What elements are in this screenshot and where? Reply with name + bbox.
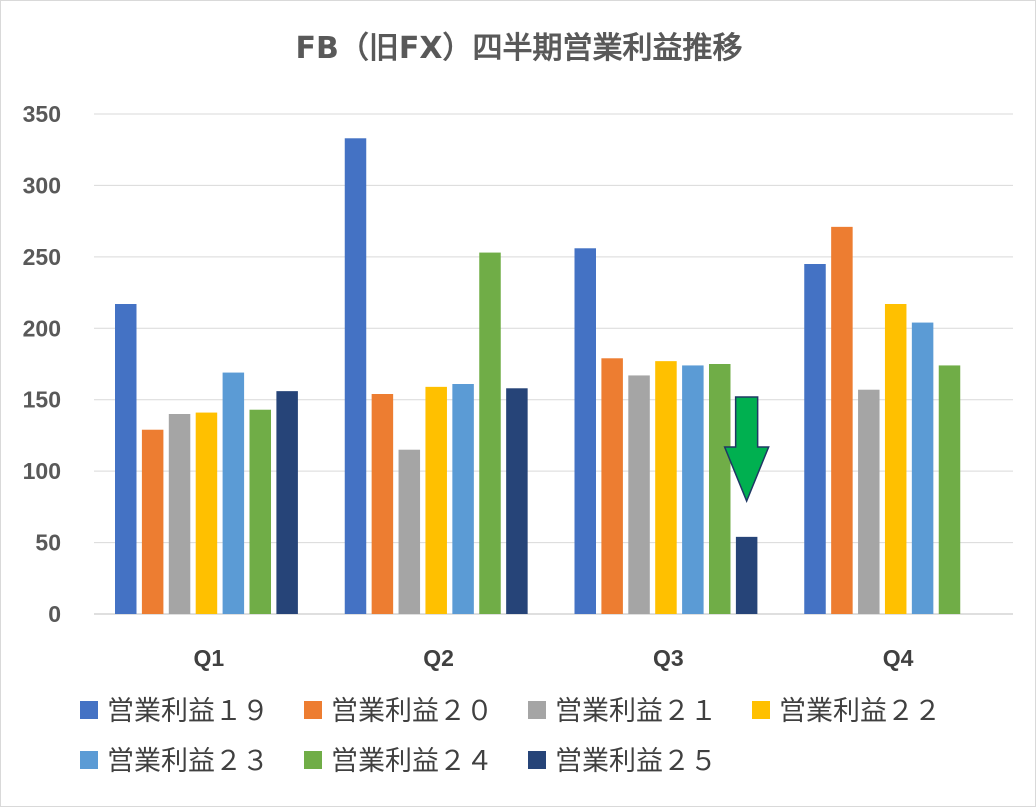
legend: 営業利益１９ 営業利益２０ 営業利益２１ 営業利益２２ 営業利益２３ 営業利益２４ 営業利益…	[80, 696, 941, 777]
legend-label: 営業利益１９	[107, 696, 269, 727]
legend-swatch	[304, 751, 322, 769]
bar	[655, 361, 677, 614]
y-tick-label: 250	[23, 244, 61, 270]
bar	[735, 536, 758, 614]
legend-label: 営業利益２４	[331, 746, 493, 777]
bar	[195, 412, 218, 614]
down-arrow-icon	[723, 396, 770, 503]
gridlines	[94, 113, 1013, 615]
bar	[479, 252, 501, 615]
bar	[249, 409, 271, 614]
bar	[398, 449, 421, 614]
bar	[371, 394, 394, 614]
x-tick-label: Q3	[653, 645, 684, 671]
legend-swatch	[528, 751, 546, 769]
x-tick-label: Q4	[883, 645, 914, 671]
y-tick-label: 200	[23, 315, 61, 341]
annotations	[723, 396, 770, 503]
y-tick-label: 0	[48, 601, 61, 627]
y-tick-label: 100	[23, 458, 61, 484]
bar	[574, 248, 596, 615]
bar	[425, 386, 447, 614]
bar	[506, 388, 528, 614]
legend-label: 営業利益２３	[107, 746, 269, 777]
x-tick-label: Q2	[423, 645, 454, 671]
bar	[601, 358, 623, 614]
bar	[222, 372, 245, 614]
y-tick-label: 300	[23, 172, 61, 198]
bar	[344, 138, 367, 615]
bar	[884, 304, 907, 614]
legend-label: 営業利益２０	[331, 696, 493, 727]
chart-title: FB（旧FX）四半期営業利益推移	[296, 31, 743, 66]
legend-swatch	[752, 701, 770, 719]
bars	[115, 138, 961, 615]
y-tick-label: 50	[35, 530, 61, 556]
y-axis: 0 50 100 150 200 250 300 350	[23, 101, 61, 627]
legend-swatch	[80, 701, 98, 719]
bar	[709, 364, 731, 614]
bar	[115, 304, 137, 614]
legend-swatch	[80, 751, 98, 769]
y-tick-label: 150	[23, 387, 61, 413]
x-axis: Q1 Q2 Q3 Q4	[194, 645, 914, 671]
bar	[276, 391, 298, 614]
bar	[168, 414, 191, 614]
bar	[911, 322, 934, 614]
bar	[628, 375, 650, 614]
legend-swatch	[304, 701, 322, 719]
bar	[141, 429, 164, 614]
legend-label: 営業利益２５	[555, 746, 717, 777]
legend-swatch	[528, 701, 546, 719]
legend-label: 営業利益２２	[779, 696, 941, 727]
bar	[831, 226, 853, 614]
y-tick-label: 350	[23, 101, 61, 127]
x-tick-label: Q1	[194, 645, 225, 671]
bar	[804, 264, 826, 614]
bar	[682, 365, 704, 614]
bar	[858, 389, 880, 614]
bar	[938, 365, 961, 614]
bar	[452, 384, 474, 614]
legend-label: 営業利益２１	[555, 696, 717, 727]
